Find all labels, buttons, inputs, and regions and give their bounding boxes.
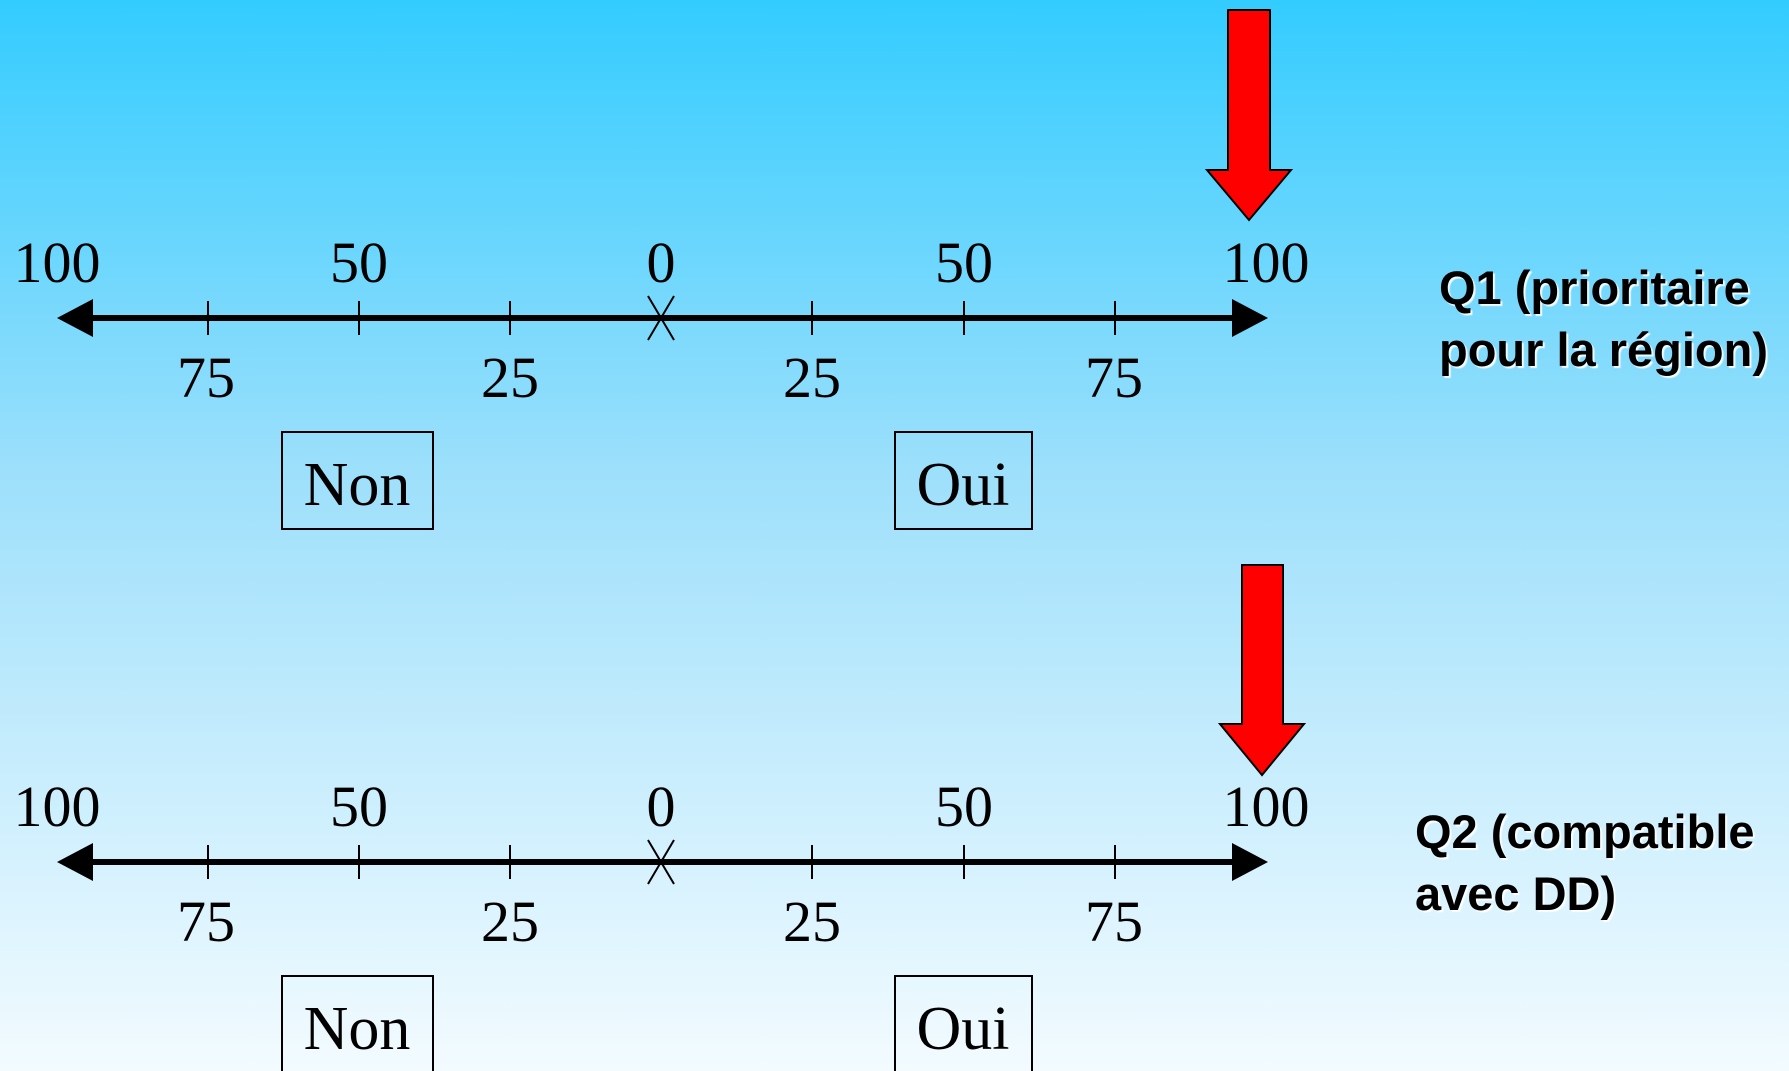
q2-marker-arrow-icon [1217, 564, 1307, 777]
q2-question-label: Q2 (compatible avec DD) [1415, 801, 1755, 925]
q1-oui-label: Oui [917, 451, 1010, 519]
q2-top-tick-label: 50 [935, 774, 993, 839]
q2-question-line: Q2 (compatible [1415, 805, 1755, 858]
q2-top-tick-label: 50 [330, 774, 388, 839]
q2-center-cross-icon [647, 839, 675, 885]
q1-top-tick-label: 50 [935, 230, 993, 295]
q1-top-tick-label: 50 [330, 230, 388, 295]
q2-top-tick-label: 0 [647, 774, 676, 839]
q1-question-line: Q1 (prioritaire [1439, 261, 1750, 314]
q1-bottom-tick-label: 75 [177, 345, 235, 410]
q2-bottom-tick-label: 25 [783, 889, 841, 954]
q2-oui-box[interactable]: Oui [894, 975, 1033, 1071]
q1-question-label: Q1 (prioritaire pour la région) [1439, 257, 1768, 381]
q1-bottom-tick-label: 25 [783, 345, 841, 410]
q1-bottom-tick-label: 25 [481, 345, 539, 410]
q1-top-tick-label: 100 [1223, 230, 1310, 295]
q1-non-label: Non [304, 451, 411, 519]
q1-right-arrowhead-icon [1232, 299, 1268, 337]
q1-non-box[interactable]: Non [281, 431, 434, 530]
q1-left-arrowhead-icon [57, 299, 93, 337]
q2-bottom-tick-label: 75 [1085, 889, 1143, 954]
q1-center-cross-icon [647, 295, 675, 341]
q1-bottom-tick-label: 75 [1085, 345, 1143, 410]
q1-oui-box[interactable]: Oui [894, 431, 1033, 530]
q2-bottom-tick-label: 25 [481, 889, 539, 954]
q2-right-arrowhead-icon [1232, 843, 1268, 881]
q1-top-tick-label: 0 [647, 230, 676, 295]
q2-bottom-tick-label: 75 [177, 889, 235, 954]
q2-non-label: Non [304, 995, 411, 1063]
q2-oui-label: Oui [917, 995, 1010, 1063]
q2-question-line: avec DD) [1415, 867, 1617, 920]
q1-marker-arrow-icon [1204, 9, 1294, 222]
scale-q1: 100 50 0 50 100 75 25 25 75 Non Oui [14, 9, 1310, 530]
q2-top-tick-label: 100 [1223, 774, 1310, 839]
q2-top-tick-label: 100 [14, 774, 101, 839]
scale-q2: 100 50 0 50 100 75 25 25 75 Non Oui [14, 564, 1310, 1071]
q1-question-line: pour la région) [1439, 323, 1768, 376]
q2-non-box[interactable]: Non [281, 975, 434, 1071]
q1-top-tick-label: 100 [14, 230, 101, 295]
q2-left-arrowhead-icon [57, 843, 93, 881]
